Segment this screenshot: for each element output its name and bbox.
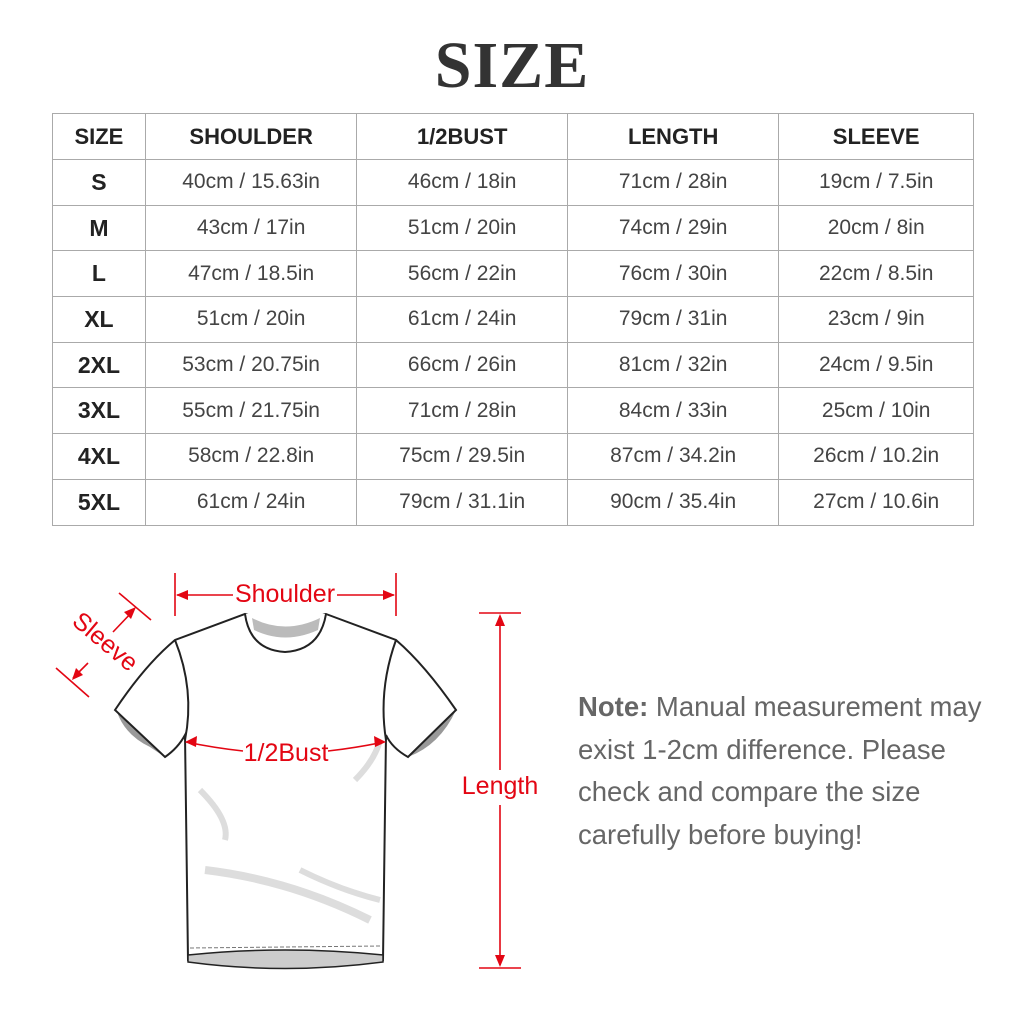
measurement-cell: 56cm / 22in bbox=[356, 250, 568, 298]
measurement-cell: 20cm / 8in bbox=[778, 204, 974, 252]
measurement-cell: 61cm / 24in bbox=[356, 296, 568, 343]
measurement-cell: 71cm / 28in bbox=[356, 387, 568, 435]
table-row: 2XL 53cm / 20.75in 66cm / 26in 81cm / 32in 2… bbox=[52, 341, 974, 389]
header-bust: 1/2BUST bbox=[356, 113, 568, 160]
length-label: Length bbox=[462, 772, 538, 800]
measurement-cell: 75cm / 29.5in bbox=[356, 433, 568, 480]
measurement-cell: 22cm / 8.5in bbox=[778, 250, 974, 298]
measurement-cell: 25cm / 10in bbox=[778, 387, 974, 435]
size-table: SIZE SHOULDER 1/2BUST LENGTH SLEEVE S 40c… bbox=[52, 113, 974, 526]
bust-label: 1/2Bust bbox=[244, 739, 329, 767]
measurement-cell: 47cm / 18.5in bbox=[144, 250, 358, 298]
header-sleeve: SLEEVE bbox=[778, 113, 974, 160]
table-row: S 40cm / 15.63in 46cm / 18in 71cm / 28in 19c… bbox=[52, 159, 974, 206]
size-cell: 5XL bbox=[52, 478, 146, 526]
measurement-cell: 84cm / 33in bbox=[566, 387, 780, 435]
measurement-cell: 66cm / 26in bbox=[356, 341, 568, 389]
measurement-cell: 40cm / 15.63in bbox=[144, 159, 358, 206]
measurement-cell: 58cm / 22.8in bbox=[144, 433, 358, 480]
measurement-cell: 46cm / 18in bbox=[356, 159, 568, 206]
shoulder-label: Shoulder bbox=[235, 580, 335, 608]
measurement-cell: 79cm / 31.1in bbox=[356, 478, 568, 526]
measurement-cell: 90cm / 35.4in bbox=[566, 478, 780, 526]
measurement-cell: 55cm / 21.75in bbox=[144, 387, 358, 435]
table-row: L 47cm / 18.5in 56cm / 22in 76cm / 30in 22cm… bbox=[52, 250, 974, 298]
measurement-cell: 23cm / 9in bbox=[778, 296, 974, 343]
measurement-cell: 74cm / 29in bbox=[566, 204, 780, 252]
measurement-cell: 76cm / 30in bbox=[566, 250, 780, 298]
page-title: SIZE bbox=[434, 29, 590, 102]
note-text: Manual measurement may exist 1-2cm diffe… bbox=[578, 691, 982, 850]
table-row: 3XL 55cm / 21.75in 71cm / 28in 84cm / 33in 2… bbox=[52, 387, 974, 435]
measurement-cell: 43cm / 17in bbox=[144, 204, 358, 252]
note-label: Note: bbox=[578, 691, 649, 722]
measurement-cell: 81cm / 32in bbox=[566, 341, 780, 389]
table-row: 5XL 61cm / 24in 79cm / 31.1in 90cm / 35.4in… bbox=[52, 478, 974, 526]
table-row: 4XL 58cm / 22.8in 75cm / 29.5in 87cm / 34.2… bbox=[52, 433, 974, 480]
size-cell: 3XL bbox=[52, 387, 146, 435]
measurement-cell: 19cm / 7.5in bbox=[778, 159, 974, 206]
measurement-annotations bbox=[55, 573, 521, 969]
measurement-cell: 51cm / 20in bbox=[356, 204, 568, 252]
measurement-cell: 79cm / 31in bbox=[566, 296, 780, 343]
measurement-note: Note: Manual measurement may exist 1-2cm… bbox=[578, 686, 998, 856]
header-size: SIZE bbox=[52, 113, 146, 160]
table-row: M 43cm / 17in 51cm / 20in 74cm / 29in 20cm /… bbox=[52, 204, 974, 252]
size-cell: XL bbox=[52, 296, 146, 343]
measurement-cell: 24cm / 9.5in bbox=[778, 341, 974, 389]
size-cell: S bbox=[52, 159, 146, 206]
measurement-cell: 71cm / 28in bbox=[566, 159, 780, 206]
tshirt-outline bbox=[113, 612, 458, 970]
table-header-row: SIZE SHOULDER 1/2BUST LENGTH SLEEVE bbox=[52, 113, 974, 160]
header-length: LENGTH bbox=[566, 113, 780, 160]
header-shoulder: SHOULDER bbox=[144, 113, 358, 160]
measurement-cell: 87cm / 34.2in bbox=[566, 433, 780, 480]
measurement-cell: 61cm / 24in bbox=[144, 478, 358, 526]
sleeve-label: Sleeve bbox=[67, 607, 144, 678]
measurement-cell: 27cm / 10.6in bbox=[778, 478, 974, 526]
